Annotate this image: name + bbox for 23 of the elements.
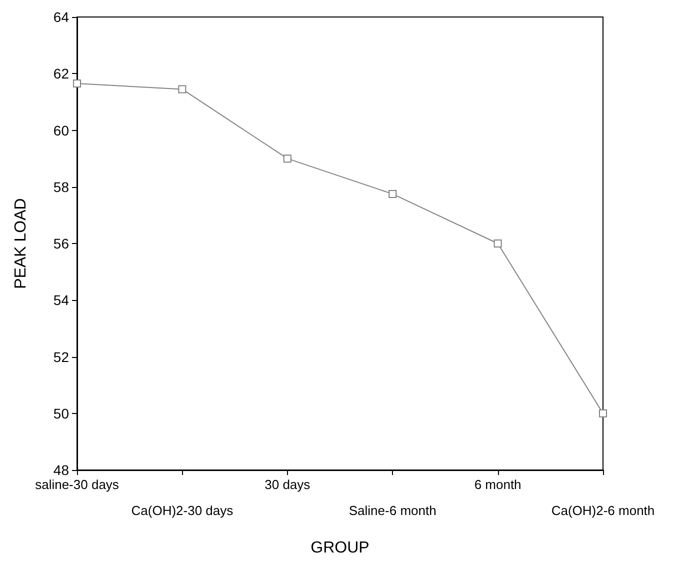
point (494, 240, 502, 248)
y-tick-label: 54 (53, 292, 70, 308)
x-tick-label: 30 days (264, 477, 311, 492)
point (178, 85, 186, 94)
x-axis-title: GROUP (310, 540, 370, 556)
x-tick-label: Saline-6 month (348, 503, 436, 518)
y-tick-label: 64 (53, 9, 70, 25)
y-tick-label: 58 (53, 178, 70, 195)
x-tick-label: saline-30 days (35, 477, 120, 492)
point (283, 154, 292, 163)
y-tick-label: 56 (53, 236, 70, 252)
y-tick-label: 48 (53, 462, 70, 478)
y-tick-label: 60 (53, 122, 70, 138)
y-tick-label: 62 (53, 66, 70, 82)
point (599, 409, 607, 418)
x-tick-label: Ca(OH)2-6 month (551, 503, 655, 518)
point (388, 190, 397, 198)
x-tick-label: 6 month (474, 477, 522, 492)
point (73, 80, 81, 88)
y-tick-label: 52 (53, 348, 70, 365)
x-tick-label: Ca(OH)2-30 days (131, 503, 234, 518)
y-tick-label: 50 (53, 405, 70, 422)
y-axis-title: PEAK LOAD (12, 198, 30, 289)
